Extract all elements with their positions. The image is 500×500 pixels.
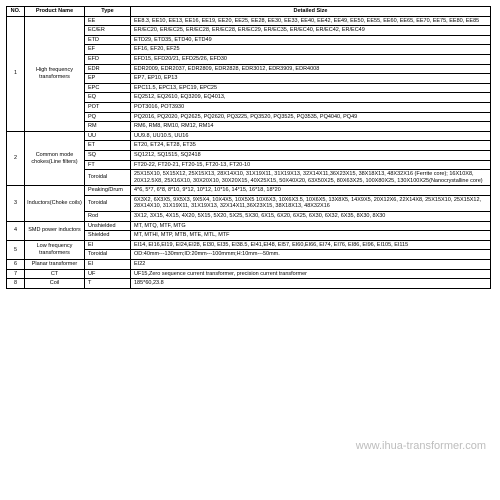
table-row: 2Common mode chokes(Line filters)UUUU9.8… (7, 131, 491, 141)
cell-type: EI (85, 240, 131, 250)
cell-no: 5 (7, 240, 25, 259)
cell-detail: EI22 (131, 260, 491, 270)
table-body: 1High frequency transformersEEEE8.3, EE1… (7, 16, 491, 288)
cell-detail: POT3016, POT3930 (131, 102, 491, 112)
cell-detail: RM6, RM8, RM10, RM12, RM14 (131, 122, 491, 132)
cell-detail: MT, MTQ, MTF, MTG (131, 221, 491, 231)
cell-product: Low frequency transformers (25, 240, 85, 259)
cell-product: Common mode chokes(Line filters) (25, 131, 85, 186)
cell-type: Toroidal (85, 195, 131, 211)
cell-type: Unshielded (85, 221, 131, 231)
cell-type: UU (85, 131, 131, 141)
cell-detail: 185*60,23.8 (131, 279, 491, 289)
table-row: 1High frequency transformersEEEE8.3, EE1… (7, 16, 491, 26)
cell-no: 6 (7, 260, 25, 270)
cell-detail: EPC11.5, EPC13, EPC19, EPC25 (131, 83, 491, 93)
cell-detail: UF15,Zero sequence current transformer, … (131, 269, 491, 279)
cell-no: 2 (7, 131, 25, 186)
cell-detail: SQ1212, SQ1515, SQ2418 (131, 150, 491, 160)
cell-type: Rod (85, 212, 131, 222)
cell-type: EFD (85, 54, 131, 64)
header-product: Product Name (25, 7, 85, 17)
cell-type: RM (85, 122, 131, 132)
cell-product: Inductors(Choke coils) (25, 186, 85, 221)
cell-product: High frequency transformers (25, 16, 85, 131)
cell-type: PQ (85, 112, 131, 122)
cell-detail: ER/EC20, ER/EC25, ER/EC28, ER/EC28, ER/E… (131, 26, 491, 36)
cell-detail: 25X15X10, 5X15X12, 25X15X13, 28X14X10, 3… (131, 170, 491, 186)
cell-type: EP (85, 74, 131, 84)
cell-product: Planar transformer (25, 260, 85, 270)
cell-type: Peaking/Drum (85, 186, 131, 196)
cell-detail: ETD29, ETD35, ETD40, ETD49 (131, 35, 491, 45)
cell-detail: EP7, EP10, EP13 (131, 74, 491, 84)
table-row: 4SMD power inductorsUnshieldedMT, MTQ, M… (7, 221, 491, 231)
cell-detail: 4*6, 5*7, 6*8, 8*10, 9*12, 10*12, 10*16,… (131, 186, 491, 196)
cell-type: SQ (85, 150, 131, 160)
footer-watermark: www.ihua-transformer.com (356, 440, 486, 452)
cell-type: EDR (85, 64, 131, 74)
cell-type: UF (85, 269, 131, 279)
cell-detail: EF16, EF20, EF25 (131, 45, 491, 55)
header-type: Type (85, 7, 131, 17)
cell-type: Shielded (85, 231, 131, 241)
cell-no: 7 (7, 269, 25, 279)
cell-detail: EQ2512, EQ2610, EQ3209, EQ4013, (131, 93, 491, 103)
cell-type: ETD (85, 35, 131, 45)
cell-no: 4 (7, 221, 25, 240)
cell-type: FT (85, 160, 131, 170)
cell-product: Coil (25, 279, 85, 289)
cell-detail: OD:40mm---130mm;ID:20mm---100mmm;H:10mm-… (131, 250, 491, 260)
cell-type: EQ (85, 93, 131, 103)
cell-detail: UU9.8, UU10.5, UU16 (131, 131, 491, 141)
cell-product: SMD power inductors (25, 221, 85, 240)
cell-type: Toroidal (85, 170, 131, 186)
cell-type: T (85, 279, 131, 289)
cell-detail: MT, MTHI, MTP, MTB, MTE, MTL, MTF (131, 231, 491, 241)
header-detail: Detailed Size (131, 7, 491, 17)
table-row: 6Planar transformerEIEI22 (7, 260, 491, 270)
table-row: 8CoilT185*60,23.8 (7, 279, 491, 289)
header-row: NO. Product Name Type Detailed Size (7, 7, 491, 17)
cell-detail: EFD15, EFD20/21, EFD25/26, EFD30 (131, 54, 491, 64)
spec-table: NO. Product Name Type Detailed Size 1Hig… (6, 6, 491, 289)
cell-detail: EE8.3, EE10, EE13, EE16, EE19, EE20, EE2… (131, 16, 491, 26)
cell-detail: PQ2016, PQ2020, PQ2625, PQ2620, PQ3225, … (131, 112, 491, 122)
cell-no: 1 (7, 16, 25, 131)
table-row: 7CTUFUF15,Zero sequence current transfor… (7, 269, 491, 279)
cell-detail: EDR2009, EDR2037, EDR2809, EDR2828, EDR3… (131, 64, 491, 74)
table-row: 3Inductors(Choke coils)Peaking/Drum4*6, … (7, 186, 491, 196)
cell-type: EPC (85, 83, 131, 93)
cell-no: 8 (7, 279, 25, 289)
cell-detail: EI14, EI16,EI19, EI24,EI28, EI30, EI35, … (131, 240, 491, 250)
spec-table-container: NO. Product Name Type Detailed Size 1Hig… (0, 0, 500, 295)
cell-type: EE (85, 16, 131, 26)
cell-type: EI (85, 260, 131, 270)
table-row: 5Low frequency transformersEIEI14, EI16,… (7, 240, 491, 250)
cell-type: ET (85, 141, 131, 151)
cell-product: CT (25, 269, 85, 279)
cell-no: 3 (7, 186, 25, 221)
cell-detail: FT20-22, FT20-21, FT20-15, FT20-13, FT20… (131, 160, 491, 170)
header-no: NO. (7, 7, 25, 17)
cell-detail: 3X12, 3X15, 4X15, 4X20, 5X15, 5X20, 5X25… (131, 212, 491, 222)
cell-type: EC/ER (85, 26, 131, 36)
cell-type: POT (85, 102, 131, 112)
cell-detail: ET20, ET24, ET28, ET35 (131, 141, 491, 151)
cell-type: EF (85, 45, 131, 55)
cell-detail: 6X3X2, 6X3X5, 9X5X3, 9X5X4, 10X4X5, 10X5… (131, 195, 491, 211)
cell-type: Toroidal (85, 250, 131, 260)
